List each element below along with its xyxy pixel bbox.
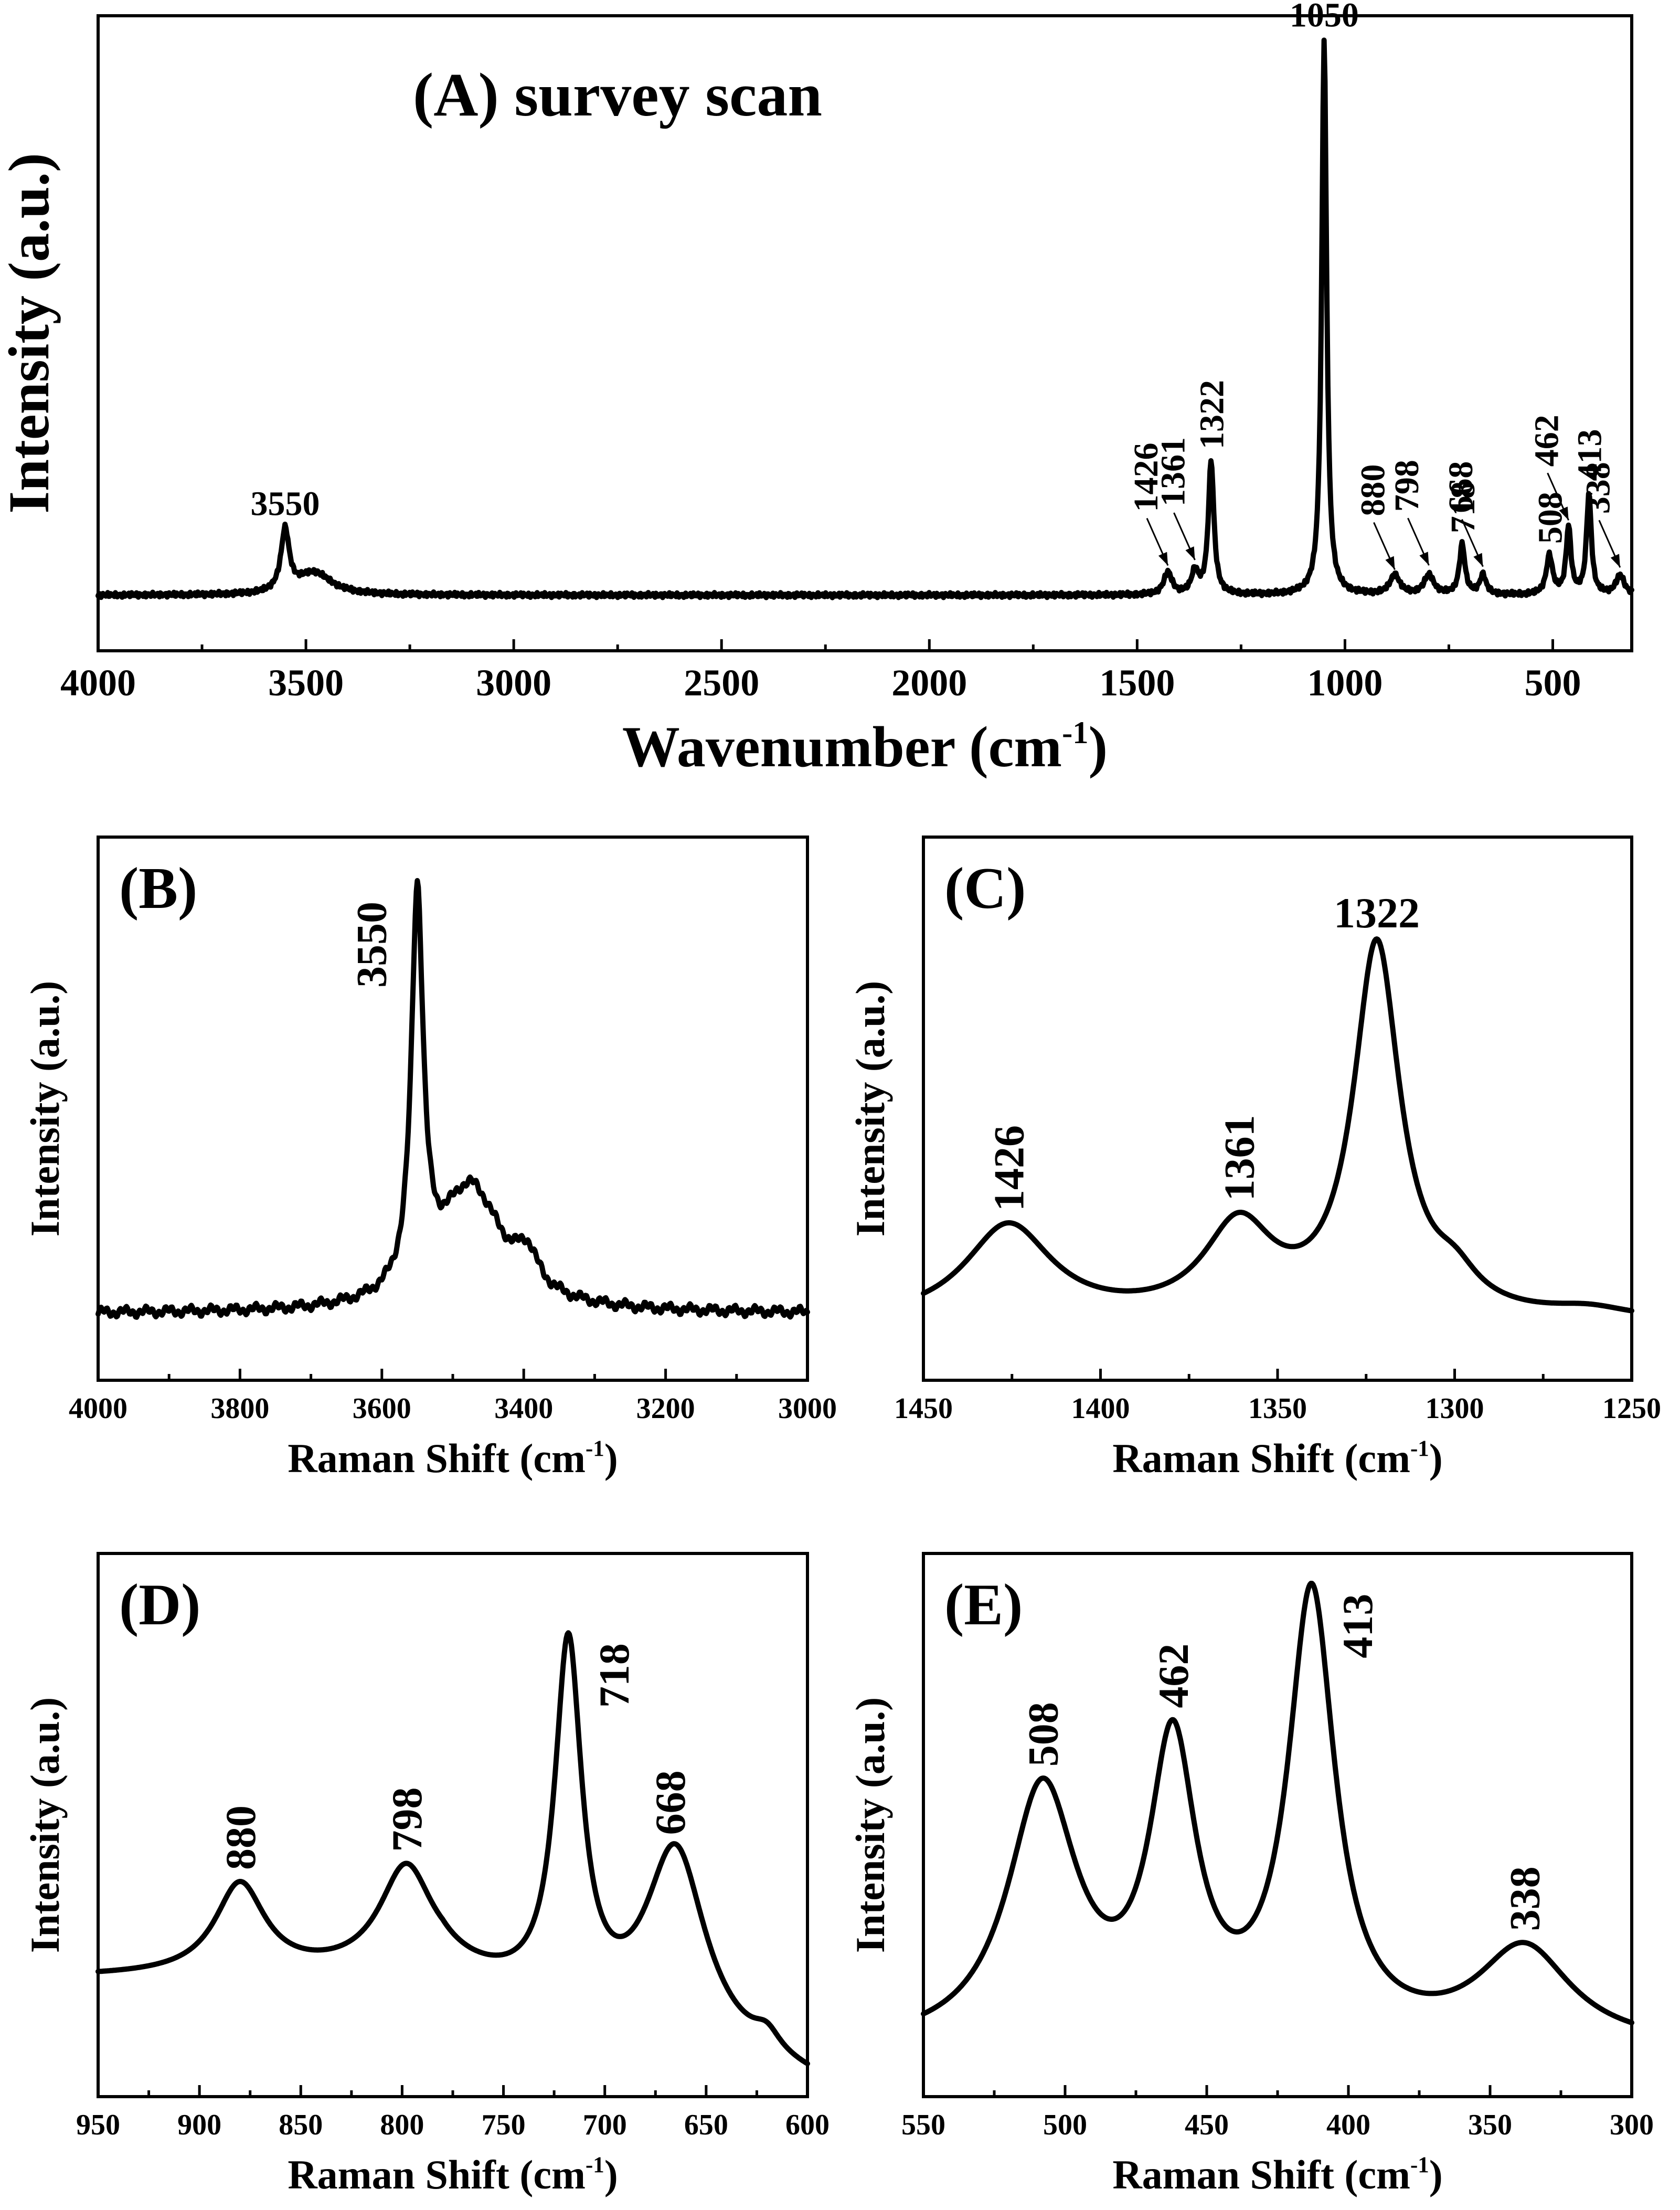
x-tick-label: 2000 xyxy=(891,662,967,704)
x-tick-label: 500 xyxy=(1043,2109,1087,2141)
y-axis-label: Intensity (a.u.) xyxy=(847,981,893,1237)
peak-label: 338 xyxy=(1501,1866,1549,1931)
x-tick-label: 600 xyxy=(785,2109,830,2141)
x-axis-label: Raman Shift (cm-1) xyxy=(288,1435,618,1481)
peak-label: 338 xyxy=(1579,462,1618,514)
annotation-arrowhead xyxy=(1610,554,1620,568)
plot-frame xyxy=(97,14,1633,652)
x-tick-label: 3400 xyxy=(494,1392,553,1425)
x-tick-label: 350 xyxy=(1468,2109,1512,2141)
x-axis-label: Raman Shift (cm-1) xyxy=(1112,1435,1442,1481)
peak-label: 462 xyxy=(1150,1644,1197,1708)
y-axis-label: Intensity (a.u.) xyxy=(22,1697,68,1953)
peak-label: 462 xyxy=(1527,415,1566,467)
x-tick-label: 800 xyxy=(380,2109,424,2141)
peak-label: 1050 xyxy=(1290,0,1359,34)
x-tick-label: 3000 xyxy=(778,1392,837,1425)
spectrum-line xyxy=(95,878,810,1320)
peak-label: 508 xyxy=(1531,492,1569,544)
x-tick-label: 2500 xyxy=(684,662,759,704)
panel-d: 950 900 850 800 750 700 650 600 Raman Shift (cm-… xyxy=(22,1552,830,2197)
plot-frame xyxy=(97,836,809,1382)
peak-label: 718 xyxy=(590,1643,638,1708)
x-tick-label: 1000 xyxy=(1307,662,1383,704)
x-tick-label: 950 xyxy=(76,2109,120,2141)
panel-title: (A) survey scan xyxy=(413,60,822,129)
peak-label: 668 xyxy=(1442,461,1480,513)
x-tick-label: 1450 xyxy=(894,1392,953,1425)
peak-label: 3550 xyxy=(347,902,395,988)
panel-b: 4000 3800 3600 3400 3200 3000 Raman Shift (cm-… xyxy=(22,836,837,1481)
x-tick-label: 1500 xyxy=(1099,662,1175,704)
y-axis-label: Intensity (a.u.) xyxy=(847,1697,893,1953)
plot-frame xyxy=(97,1552,809,2098)
x-tick-label: 3800 xyxy=(210,1392,269,1425)
peak-label: 880 xyxy=(1354,464,1392,516)
peak-label: 1361 xyxy=(1154,437,1192,506)
spectrum-line xyxy=(921,936,1634,1314)
peak-label: 1322 xyxy=(1334,889,1420,937)
peak-label: 1322 xyxy=(1193,380,1231,449)
x-tick-label: 3600 xyxy=(353,1392,411,1425)
x-tick-label: 1350 xyxy=(1248,1392,1307,1425)
x-tick-label: 1300 xyxy=(1426,1392,1484,1425)
peak-label: 413 xyxy=(1334,1594,1381,1658)
x-tick-label: 850 xyxy=(279,2109,323,2141)
x-tick-label: 700 xyxy=(583,2109,627,2141)
annotation-arrowhead xyxy=(1158,552,1168,566)
x-axis-label: Raman Shift (cm-1) xyxy=(288,2152,618,2197)
annotation-arrowhead xyxy=(1385,556,1395,570)
panel-c: 1450 1400 1350 1300 1250 Raman Shift (cm-1) In… xyxy=(847,836,1661,1481)
spectrum-line xyxy=(95,37,1634,600)
panel-title: (B) xyxy=(119,856,197,921)
peak-label: 1361 xyxy=(1215,1115,1263,1201)
x-tick-label: 1400 xyxy=(1071,1392,1130,1425)
peak-label: 798 xyxy=(383,1787,431,1852)
x-tick-label: 450 xyxy=(1185,2109,1229,2141)
x-tick-label: 1250 xyxy=(1602,1392,1661,1425)
annotation-arrowhead xyxy=(1419,552,1429,566)
panel-title: (E) xyxy=(944,1572,1023,1637)
panel-title: (C) xyxy=(944,856,1026,921)
x-axis-label: Raman Shift (cm-1) xyxy=(1112,2152,1442,2197)
x-tick-label: 4000 xyxy=(69,1392,127,1425)
peak-label: 798 xyxy=(1388,460,1426,512)
spectrum-line xyxy=(95,1630,810,2067)
x-axis-label: Wavenumber (cm-1) xyxy=(622,715,1108,779)
peak-label: 413 xyxy=(1571,429,1609,481)
peak-label: 718 xyxy=(1444,481,1482,533)
peak-label: 880 xyxy=(217,1805,264,1870)
annotation-arrowhead xyxy=(1185,546,1195,561)
y-axis-label: Intensity (a.u.) xyxy=(22,981,68,1237)
panel-title: (D) xyxy=(119,1572,200,1637)
peak-label: 1426 xyxy=(985,1125,1033,1211)
panel-e: 550 500 450 400 350 300 Raman Shift (cm-1) Inte… xyxy=(847,1552,1654,2197)
annotation-arrowhead xyxy=(1473,553,1483,567)
annotation-arrowhead xyxy=(1559,506,1569,521)
x-tick-label: 900 xyxy=(177,2109,221,2141)
peak-label: 508 xyxy=(1019,1702,1067,1767)
x-tick-label: 4000 xyxy=(60,662,136,704)
spectrum-line xyxy=(921,1581,1634,2026)
x-tick-label: 650 xyxy=(684,2109,728,2141)
panel-a: 4000 3500 3000 2500 2000 1500 1000 500 Wavenumbe… xyxy=(0,0,1634,779)
x-tick-label: 550 xyxy=(901,2109,945,2141)
x-tick-label: 300 xyxy=(1610,2109,1654,2141)
x-tick-label: 3000 xyxy=(476,662,551,704)
x-tick-label: 750 xyxy=(482,2109,526,2141)
y-axis-label: Intensity (a.u.) xyxy=(0,153,61,514)
peak-label: 3550 xyxy=(250,485,320,523)
x-tick-label: 3500 xyxy=(268,662,344,704)
x-tick-label: 400 xyxy=(1326,2109,1370,2141)
x-tick-label: 3200 xyxy=(636,1392,695,1425)
peak-label: 1426 xyxy=(1127,443,1165,512)
x-tick-label: 500 xyxy=(1524,662,1581,704)
peak-label: 668 xyxy=(646,1770,694,1835)
